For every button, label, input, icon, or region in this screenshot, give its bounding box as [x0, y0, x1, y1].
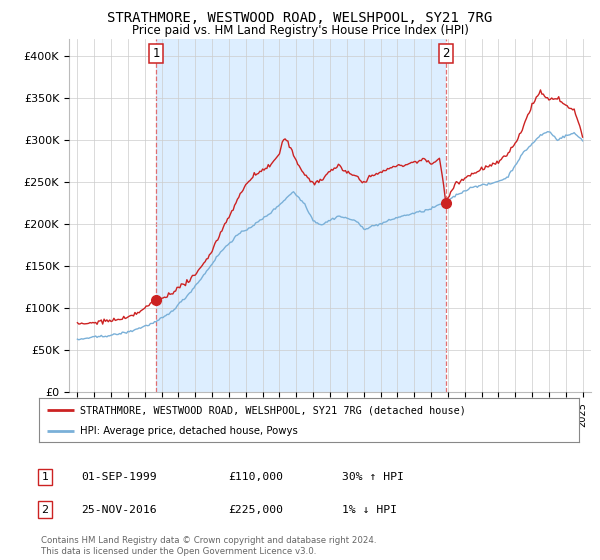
Text: 2: 2	[41, 505, 49, 515]
Text: 25-NOV-2016: 25-NOV-2016	[81, 505, 157, 515]
Text: £110,000: £110,000	[228, 472, 283, 482]
Text: 01-SEP-1999: 01-SEP-1999	[81, 472, 157, 482]
Text: HPI: Average price, detached house, Powys: HPI: Average price, detached house, Powy…	[79, 426, 298, 436]
Text: 1: 1	[41, 472, 49, 482]
Bar	[156, 39, 446, 392]
Text: STRATHMORE, WESTWOOD ROAD, WELSHPOOL, SY21 7RG (detached house): STRATHMORE, WESTWOOD ROAD, WELSHPOOL, SY…	[79, 405, 466, 415]
Text: 1: 1	[152, 47, 160, 60]
Text: 30% ↑ HPI: 30% ↑ HPI	[342, 472, 404, 482]
Text: 2: 2	[442, 47, 450, 60]
Text: £225,000: £225,000	[228, 505, 283, 515]
Text: 1% ↓ HPI: 1% ↓ HPI	[342, 505, 397, 515]
Text: Price paid vs. HM Land Registry's House Price Index (HPI): Price paid vs. HM Land Registry's House …	[131, 24, 469, 36]
Text: STRATHMORE, WESTWOOD ROAD, WELSHPOOL, SY21 7RG: STRATHMORE, WESTWOOD ROAD, WELSHPOOL, SY…	[107, 11, 493, 25]
Text: Contains HM Land Registry data © Crown copyright and database right 2024.
This d: Contains HM Land Registry data © Crown c…	[41, 536, 376, 556]
